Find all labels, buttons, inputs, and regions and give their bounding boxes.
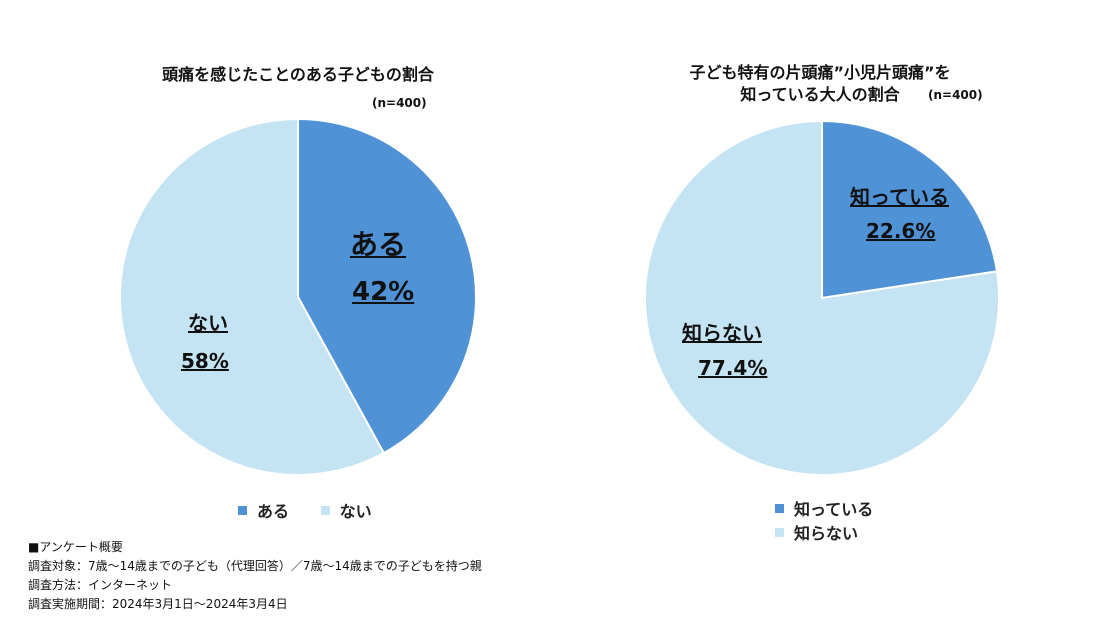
chart2-title-line1: 子ども特有の片頭痛”小児片頭痛”を <box>689 63 951 82</box>
survey-notes: ■アンケート概要 調査対象：7歳～14歳までの子ども（代理回答）／7歳～14歳ま… <box>28 538 482 614</box>
chart1-title: 頭痛を感じたことのある子どもの割合 <box>162 65 434 84</box>
pie-slice-shiranai <box>644 119 1000 476</box>
chart1-sample-note: (n=400) <box>372 96 427 110</box>
survey-method: 調査方法：インターネット <box>28 578 173 592</box>
chart1-slice-label-aru: ある <box>350 228 407 261</box>
survey-period: 調査実施期間：2024年3月1日～2024年3月4日 <box>28 597 288 611</box>
chart2-slice-label-shitteiru: 知っている <box>850 185 949 209</box>
legend-swatch-icon <box>238 505 247 515</box>
chart1-legend-item-aru: ある <box>238 498 289 522</box>
chart1-value-label-nai: 58% <box>181 349 229 373</box>
pie-slice-shitteiru <box>821 119 999 300</box>
legend-label: ある <box>257 502 290 521</box>
chart2-value-label-shiranai: 77.4% <box>698 356 768 380</box>
chart2-legend-item-shitteiru: 知っている <box>775 496 873 520</box>
chart2-title: 子ども特有の片頭痛”小児片頭痛”を 知っている大人の割合 <box>660 62 980 106</box>
chart1-legend-item-nai: ない <box>320 498 372 522</box>
legend-label: 知っている <box>794 500 874 519</box>
survey-notes-heading: ■アンケート概要 <box>28 540 123 554</box>
legend-swatch-icon <box>775 503 784 513</box>
survey-target: 調査対象：7歳～14歳までの子ども（代理回答）／7歳～14歳までの子どもを持つ親 <box>28 559 482 573</box>
chart2-sample-note: (n=400) <box>928 88 983 102</box>
legend-label: 知らない <box>794 524 859 543</box>
chart2-legend: 知っている 知らない <box>775 496 873 544</box>
pie-slice-aru <box>297 117 477 455</box>
pie-slice-nai <box>119 117 386 476</box>
chart1-value-label-aru: 42% <box>352 277 415 307</box>
chart1-slice-label-nai: ない <box>188 311 228 335</box>
legend-swatch-icon <box>775 527 784 537</box>
chart2-slice-label-shiranai: 知らない <box>682 321 762 345</box>
chart2-title-line2: 知っている大人の割合 <box>740 85 900 104</box>
chart1-legend: ある ない <box>238 498 372 522</box>
chart2-legend-item-shiranai: 知らない <box>775 520 873 544</box>
legend-swatch-icon <box>320 505 330 515</box>
legend-label: ない <box>339 502 372 521</box>
chart2-pie <box>644 119 1000 476</box>
chart2-value-label-shitteiru: 22.6% <box>866 219 936 243</box>
chart1-pie <box>119 117 477 476</box>
